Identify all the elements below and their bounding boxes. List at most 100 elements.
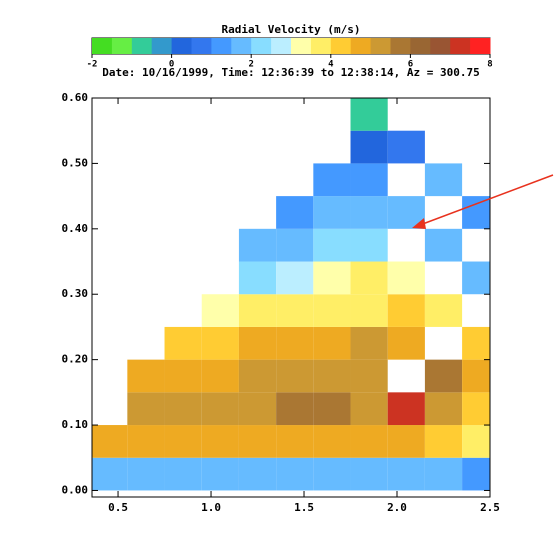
- velocity-cell: [164, 457, 202, 491]
- velocity-cell: [201, 392, 239, 426]
- velocity-cell: [313, 261, 351, 295]
- y-tick-label: 0.20: [62, 353, 89, 366]
- colorbar-swatch: [92, 38, 113, 54]
- x-tick-label: 0.5: [108, 501, 128, 514]
- velocity-cell: [276, 294, 314, 327]
- colorbar-swatch: [450, 38, 471, 54]
- velocity-cell: [201, 359, 239, 393]
- colorbar-tick-label: 0: [169, 60, 174, 70]
- velocity-cell: [238, 457, 277, 491]
- x-tick-label: 2.0: [387, 501, 407, 514]
- colorbar-swatch: [131, 38, 153, 54]
- velocity-cell: [387, 294, 425, 327]
- velocity-cell: [387, 392, 425, 426]
- velocity-cell: [350, 130, 388, 164]
- velocity-cell: [462, 196, 490, 229]
- velocity-cell: [313, 294, 351, 327]
- velocity-cell: [127, 425, 165, 458]
- colorbar-swatch: [430, 38, 451, 54]
- colorbar-swatch: [211, 38, 232, 54]
- velocity-cell: [387, 457, 425, 491]
- velocity-cell: [238, 425, 277, 458]
- velocity-cell: [313, 359, 351, 393]
- velocity-cell: [350, 228, 388, 262]
- chart-subtitle: Date: 10/16/1999, Time: 12:36:39 to 12:3…: [102, 66, 480, 79]
- colorbar-swatch: [231, 38, 252, 54]
- velocity-cell: [276, 261, 314, 295]
- velocity-cell: [424, 163, 463, 197]
- velocity-cell: [164, 392, 202, 426]
- velocity-cell: [350, 326, 388, 360]
- velocity-cell: [462, 261, 490, 295]
- colorbar-tick-label: -2: [87, 60, 98, 70]
- colorbar-swatch: [350, 38, 372, 54]
- velocity-cell: [350, 359, 388, 393]
- velocity-cell: [164, 326, 202, 360]
- colorbar-tick-label: 8: [487, 60, 492, 70]
- x-tick-label: 2.5: [480, 501, 500, 514]
- velocity-cell: [462, 359, 490, 393]
- velocity-cell: [350, 392, 388, 426]
- velocity-cell: [276, 425, 314, 458]
- velocity-cell: [201, 425, 239, 458]
- velocity-cell: [201, 457, 239, 491]
- velocity-cell: [387, 261, 425, 295]
- velocity-cell: [238, 392, 277, 426]
- colorbar-tick-label: 6: [408, 60, 413, 70]
- colorbar-tick-label: 2: [248, 60, 253, 70]
- y-tick-label: 0.50: [62, 156, 89, 169]
- velocity-cell: [276, 228, 314, 262]
- colorbar-swatch: [171, 38, 192, 54]
- velocity-cell: [462, 326, 490, 360]
- velocity-cell: [387, 130, 425, 164]
- y-tick-label: 0.00: [62, 483, 89, 496]
- colorbar-swatch: [310, 38, 332, 54]
- velocity-cell: [350, 163, 388, 197]
- velocity-cell: [238, 294, 277, 327]
- colorbar-swatch: [410, 38, 431, 54]
- y-tick-label: 0.10: [62, 418, 89, 431]
- velocity-cell: [313, 228, 351, 262]
- colorbar-swatch: [470, 38, 491, 54]
- velocity-cell: [350, 457, 388, 491]
- velocity-cell: [276, 326, 314, 360]
- colorbar-swatch: [111, 38, 133, 54]
- velocity-cell: [238, 326, 277, 360]
- velocity-cell: [313, 425, 351, 458]
- velocity-cell: [276, 196, 314, 229]
- velocity-cell: [313, 163, 351, 197]
- velocity-cell: [350, 425, 388, 458]
- velocity-cell: [387, 425, 425, 458]
- chart-title: Radial Velocity (m/s): [221, 23, 360, 36]
- colorbar-swatch: [330, 38, 352, 54]
- velocity-cell: [276, 359, 314, 393]
- velocity-cell: [238, 359, 277, 393]
- velocity-cell: [424, 457, 463, 491]
- velocity-cell: [462, 457, 490, 491]
- x-tick-label: 1.5: [294, 501, 314, 514]
- colorbar-swatch: [251, 38, 272, 54]
- velocity-cell: [350, 261, 388, 295]
- velocity-cell: [424, 359, 463, 393]
- colorbar-swatch: [151, 38, 173, 54]
- velocity-cell: [350, 98, 388, 131]
- velocity-cell: [92, 457, 128, 491]
- velocity-cell: [238, 261, 277, 295]
- velocity-cell: [313, 392, 351, 426]
- velocity-cell: [276, 392, 314, 426]
- velocity-cell: [462, 425, 490, 458]
- velocity-cell: [462, 392, 490, 426]
- velocity-cell: [164, 359, 202, 393]
- annotation-arrow: [419, 174, 554, 226]
- velocity-cell: [127, 392, 165, 426]
- velocity-cell: [424, 392, 463, 426]
- velocity-cell: [350, 196, 388, 229]
- colorbar-tick-label: 4: [328, 60, 334, 70]
- colorbar-swatch: [291, 38, 312, 54]
- velocity-cell: [424, 294, 463, 327]
- y-tick-label: 0.60: [62, 91, 89, 104]
- velocity-cell: [238, 228, 277, 262]
- y-tick-label: 0.40: [62, 222, 89, 235]
- velocity-cell: [127, 359, 165, 393]
